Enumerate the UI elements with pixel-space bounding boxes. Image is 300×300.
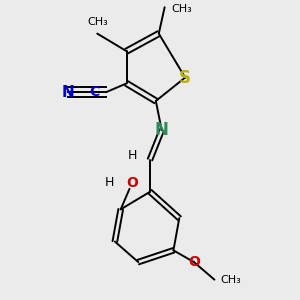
Text: C: C <box>89 85 100 99</box>
Text: N: N <box>155 121 169 139</box>
Text: CH₃: CH₃ <box>172 4 193 14</box>
Text: O: O <box>188 255 200 269</box>
Text: H: H <box>104 176 114 190</box>
Text: N: N <box>61 85 74 100</box>
Text: CH₃: CH₃ <box>220 274 241 285</box>
Text: CH₃: CH₃ <box>87 17 108 27</box>
Text: S: S <box>179 68 191 86</box>
Text: O: O <box>127 176 138 190</box>
Text: H: H <box>128 149 137 162</box>
